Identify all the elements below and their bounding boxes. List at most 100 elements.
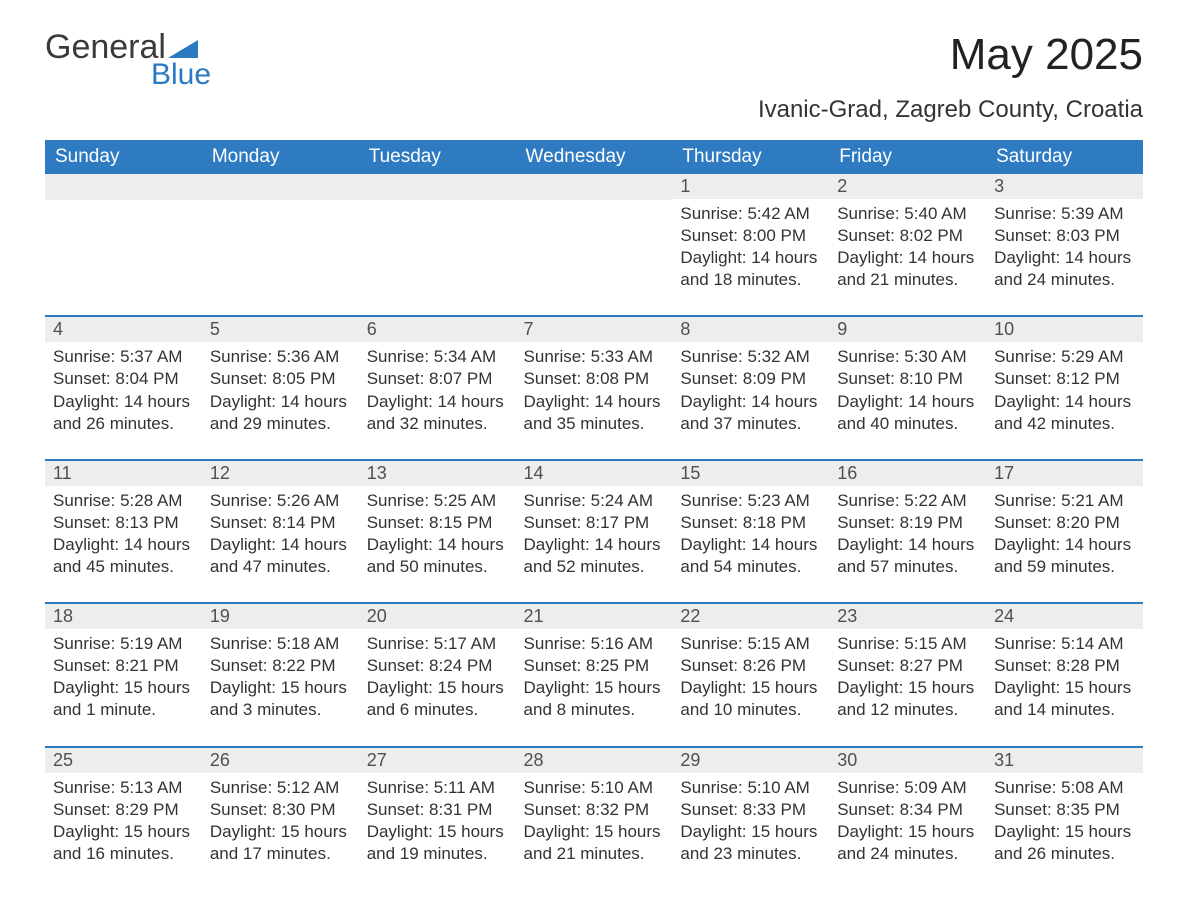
calendar-day-cell: 20Sunrise: 5:17 AMSunset: 8:24 PMDayligh… [359, 603, 516, 746]
daylight-text-1: Daylight: 14 hours [53, 534, 194, 556]
calendar-day-cell: 29Sunrise: 5:10 AMSunset: 8:33 PMDayligh… [672, 747, 829, 889]
sunset-text: Sunset: 8:04 PM [53, 368, 194, 390]
daylight-text-2: and 54 minutes. [680, 556, 821, 578]
sunset-text: Sunset: 8:07 PM [367, 368, 508, 390]
daylight-text-1: Daylight: 15 hours [524, 821, 665, 843]
daylight-text-2: and 52 minutes. [524, 556, 665, 578]
sunrise-text: Sunrise: 5:33 AM [524, 346, 665, 368]
day-number: 7 [516, 317, 673, 342]
daylight-text-2: and 21 minutes. [837, 269, 978, 291]
day-number: 10 [986, 317, 1143, 342]
day-body: Sunrise: 5:28 AMSunset: 8:13 PMDaylight:… [45, 486, 202, 602]
calendar-day-cell [359, 174, 516, 316]
calendar-day-cell: 22Sunrise: 5:15 AMSunset: 8:26 PMDayligh… [672, 603, 829, 746]
sunset-text: Sunset: 8:24 PM [367, 655, 508, 677]
day-body: Sunrise: 5:21 AMSunset: 8:20 PMDaylight:… [986, 486, 1143, 602]
day-number: 23 [829, 604, 986, 629]
daylight-text-2: and 17 minutes. [210, 843, 351, 865]
day-number: 21 [516, 604, 673, 629]
sunrise-text: Sunrise: 5:32 AM [680, 346, 821, 368]
day-number: 1 [672, 174, 829, 199]
daylight-text-1: Daylight: 14 hours [680, 534, 821, 556]
daylight-text-1: Daylight: 15 hours [837, 677, 978, 699]
sunset-text: Sunset: 8:29 PM [53, 799, 194, 821]
sunset-text: Sunset: 8:34 PM [837, 799, 978, 821]
day-number: 16 [829, 461, 986, 486]
daylight-text-1: Daylight: 14 hours [53, 391, 194, 413]
logo: General Blue [45, 30, 211, 90]
sunrise-text: Sunrise: 5:22 AM [837, 490, 978, 512]
day-number: 13 [359, 461, 516, 486]
daylight-text-2: and 21 minutes. [524, 843, 665, 865]
sunset-text: Sunset: 8:15 PM [367, 512, 508, 534]
day-number: 5 [202, 317, 359, 342]
calendar-day-cell: 21Sunrise: 5:16 AMSunset: 8:25 PMDayligh… [516, 603, 673, 746]
day-number: 8 [672, 317, 829, 342]
day-number-empty [359, 174, 516, 200]
daylight-text-1: Daylight: 14 hours [210, 534, 351, 556]
sunrise-text: Sunrise: 5:23 AM [680, 490, 821, 512]
sunset-text: Sunset: 8:00 PM [680, 225, 821, 247]
sunset-text: Sunset: 8:18 PM [680, 512, 821, 534]
sunrise-text: Sunrise: 5:13 AM [53, 777, 194, 799]
day-number: 17 [986, 461, 1143, 486]
day-body: Sunrise: 5:10 AMSunset: 8:32 PMDaylight:… [516, 773, 673, 889]
calendar-day-cell: 14Sunrise: 5:24 AMSunset: 8:17 PMDayligh… [516, 460, 673, 603]
daylight-text-1: Daylight: 15 hours [837, 821, 978, 843]
daylight-text-2: and 23 minutes. [680, 843, 821, 865]
daylight-text-2: and 40 minutes. [837, 413, 978, 435]
day-number-empty [516, 174, 673, 200]
sunset-text: Sunset: 8:19 PM [837, 512, 978, 534]
sunrise-text: Sunrise: 5:42 AM [680, 203, 821, 225]
day-body: Sunrise: 5:26 AMSunset: 8:14 PMDaylight:… [202, 486, 359, 602]
day-body-empty [359, 200, 516, 308]
day-number: 18 [45, 604, 202, 629]
day-body: Sunrise: 5:30 AMSunset: 8:10 PMDaylight:… [829, 342, 986, 458]
calendar-day-cell: 2Sunrise: 5:40 AMSunset: 8:02 PMDaylight… [829, 174, 986, 316]
daylight-text-1: Daylight: 15 hours [53, 677, 194, 699]
daylight-text-1: Daylight: 14 hours [837, 391, 978, 413]
day-body-empty [45, 200, 202, 308]
day-body: Sunrise: 5:37 AMSunset: 8:04 PMDaylight:… [45, 342, 202, 458]
page-title: May 2025 [950, 30, 1143, 80]
sunset-text: Sunset: 8:10 PM [837, 368, 978, 390]
daylight-text-1: Daylight: 15 hours [680, 677, 821, 699]
day-number: 9 [829, 317, 986, 342]
daylight-text-1: Daylight: 15 hours [53, 821, 194, 843]
daylight-text-1: Daylight: 14 hours [994, 534, 1135, 556]
day-number: 19 [202, 604, 359, 629]
day-body: Sunrise: 5:17 AMSunset: 8:24 PMDaylight:… [359, 629, 516, 745]
weekday-header: Friday [829, 140, 986, 174]
daylight-text-2: and 26 minutes. [53, 413, 194, 435]
day-body: Sunrise: 5:24 AMSunset: 8:17 PMDaylight:… [516, 486, 673, 602]
daylight-text-1: Daylight: 15 hours [367, 821, 508, 843]
calendar-day-cell: 24Sunrise: 5:14 AMSunset: 8:28 PMDayligh… [986, 603, 1143, 746]
day-number: 2 [829, 174, 986, 199]
day-body: Sunrise: 5:11 AMSunset: 8:31 PMDaylight:… [359, 773, 516, 889]
sunset-text: Sunset: 8:35 PM [994, 799, 1135, 821]
day-number-empty [202, 174, 359, 200]
daylight-text-2: and 8 minutes. [524, 699, 665, 721]
sunset-text: Sunset: 8:03 PM [994, 225, 1135, 247]
daylight-text-1: Daylight: 14 hours [837, 247, 978, 269]
day-body-empty [202, 200, 359, 308]
calendar-day-cell: 8Sunrise: 5:32 AMSunset: 8:09 PMDaylight… [672, 316, 829, 459]
sunrise-text: Sunrise: 5:10 AM [680, 777, 821, 799]
day-number: 22 [672, 604, 829, 629]
day-number: 6 [359, 317, 516, 342]
day-body: Sunrise: 5:15 AMSunset: 8:26 PMDaylight:… [672, 629, 829, 745]
day-number: 31 [986, 748, 1143, 773]
calendar-day-cell: 6Sunrise: 5:34 AMSunset: 8:07 PMDaylight… [359, 316, 516, 459]
daylight-text-1: Daylight: 15 hours [994, 821, 1135, 843]
calendar-day-cell: 27Sunrise: 5:11 AMSunset: 8:31 PMDayligh… [359, 747, 516, 889]
calendar-week-row: 11Sunrise: 5:28 AMSunset: 8:13 PMDayligh… [45, 460, 1143, 603]
calendar-day-cell: 26Sunrise: 5:12 AMSunset: 8:30 PMDayligh… [202, 747, 359, 889]
calendar-day-cell: 3Sunrise: 5:39 AMSunset: 8:03 PMDaylight… [986, 174, 1143, 316]
day-body: Sunrise: 5:22 AMSunset: 8:19 PMDaylight:… [829, 486, 986, 602]
calendar-week-row: 25Sunrise: 5:13 AMSunset: 8:29 PMDayligh… [45, 747, 1143, 889]
header: General Blue May 2025 [45, 30, 1143, 90]
daylight-text-2: and 19 minutes. [367, 843, 508, 865]
day-number: 3 [986, 174, 1143, 199]
sunset-text: Sunset: 8:20 PM [994, 512, 1135, 534]
calendar-day-cell [45, 174, 202, 316]
